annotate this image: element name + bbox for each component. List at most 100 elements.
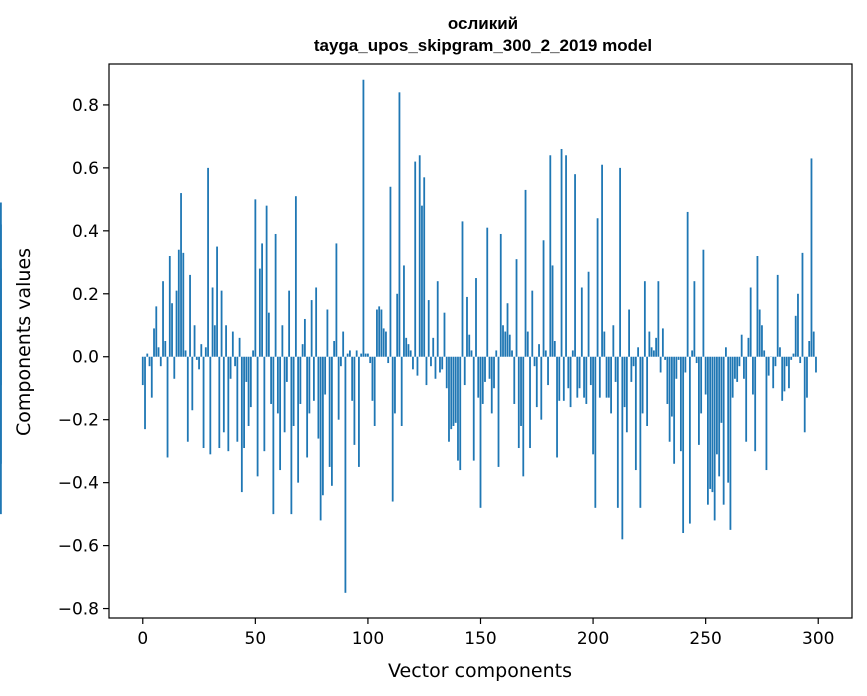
bar: [407, 344, 410, 357]
bar: [650, 347, 653, 357]
bar: [810, 158, 813, 357]
bar: [153, 328, 155, 357]
bar: [655, 337, 658, 357]
bar: [454, 356, 457, 423]
bar: [360, 353, 363, 357]
bar: [400, 356, 403, 426]
bar: [718, 356, 721, 477]
y-axis: −0.8 −0.6 −0.4 −0.2 0.0 0.2 0.4 0.6 0.8: [58, 96, 109, 620]
x-tick-label: 150: [464, 629, 496, 649]
bar: [502, 325, 504, 357]
bar: [227, 356, 230, 452]
bar: [186, 356, 189, 442]
bar: [207, 167, 209, 357]
bar: [171, 303, 173, 357]
bar: [355, 350, 358, 357]
bar: [231, 331, 234, 357]
bar: [785, 356, 788, 367]
bar: [547, 356, 549, 386]
bar: [324, 356, 327, 395]
bar: [468, 334, 471, 357]
bar: [740, 334, 743, 357]
bar: [540, 356, 543, 420]
bar: [688, 356, 691, 524]
bar: [310, 300, 313, 357]
bar: [812, 331, 815, 357]
bar: [781, 356, 784, 401]
bar: [279, 356, 282, 471]
bar: [389, 186, 392, 357]
bar: [731, 356, 734, 398]
bar: [146, 353, 149, 357]
bar: [209, 356, 212, 455]
bar: [558, 356, 561, 401]
bar: [553, 341, 556, 357]
bar: [166, 356, 169, 458]
bar: [297, 356, 300, 483]
bar: [675, 356, 678, 379]
bar: [556, 356, 558, 458]
bar: [436, 281, 439, 357]
bar: [488, 356, 491, 379]
bar: [707, 356, 709, 505]
bar: [628, 309, 630, 357]
bar: [576, 356, 579, 398]
bar: [432, 337, 435, 357]
bars-group: [0, 79, 817, 593]
bar: [515, 259, 518, 357]
bar: [747, 337, 750, 357]
bar: [684, 356, 687, 373]
bar: [351, 356, 354, 401]
bar: [549, 155, 552, 357]
bar: [646, 356, 649, 426]
bar: [725, 347, 727, 357]
bar: [472, 356, 475, 461]
bar: [292, 356, 295, 426]
bar: [623, 356, 626, 408]
y-tick-label: −0.4: [58, 474, 99, 494]
bar: [758, 309, 761, 357]
bar: [788, 356, 790, 389]
bar: [657, 281, 660, 357]
bar: [567, 356, 570, 389]
bar: [736, 356, 739, 382]
bar: [783, 356, 786, 392]
bar: [596, 218, 599, 357]
bar: [664, 356, 667, 360]
bar: [643, 281, 646, 357]
bar: [727, 356, 730, 483]
bar: [562, 356, 565, 401]
bar: [574, 174, 576, 357]
bar: [538, 344, 540, 357]
bar: [387, 356, 390, 364]
bar: [216, 246, 218, 357]
bar: [720, 356, 723, 423]
chart-title: осликий: [448, 14, 518, 33]
bar: [267, 312, 270, 357]
bar: [0, 356, 2, 515]
bar: [331, 356, 333, 486]
bar: [601, 164, 603, 357]
bar: [202, 356, 205, 449]
bar: [421, 205, 423, 357]
bar: [394, 356, 396, 414]
bar: [385, 331, 387, 357]
bar: [679, 356, 682, 452]
bar: [531, 290, 534, 357]
bar: [668, 356, 671, 442]
bar: [641, 356, 644, 414]
bar: [524, 189, 527, 357]
bar: [443, 312, 446, 357]
bar: [738, 356, 741, 367]
bar: [522, 356, 525, 477]
bar: [551, 265, 554, 357]
bar: [229, 356, 232, 379]
bar: [583, 356, 585, 398]
bar: [704, 356, 707, 395]
bar: [270, 356, 273, 404]
y-tick-label: −0.8: [58, 600, 99, 620]
y-tick-label: −0.6: [58, 537, 99, 557]
x-tick-label: 50: [245, 629, 267, 649]
bar: [353, 356, 356, 445]
bar: [529, 356, 531, 449]
